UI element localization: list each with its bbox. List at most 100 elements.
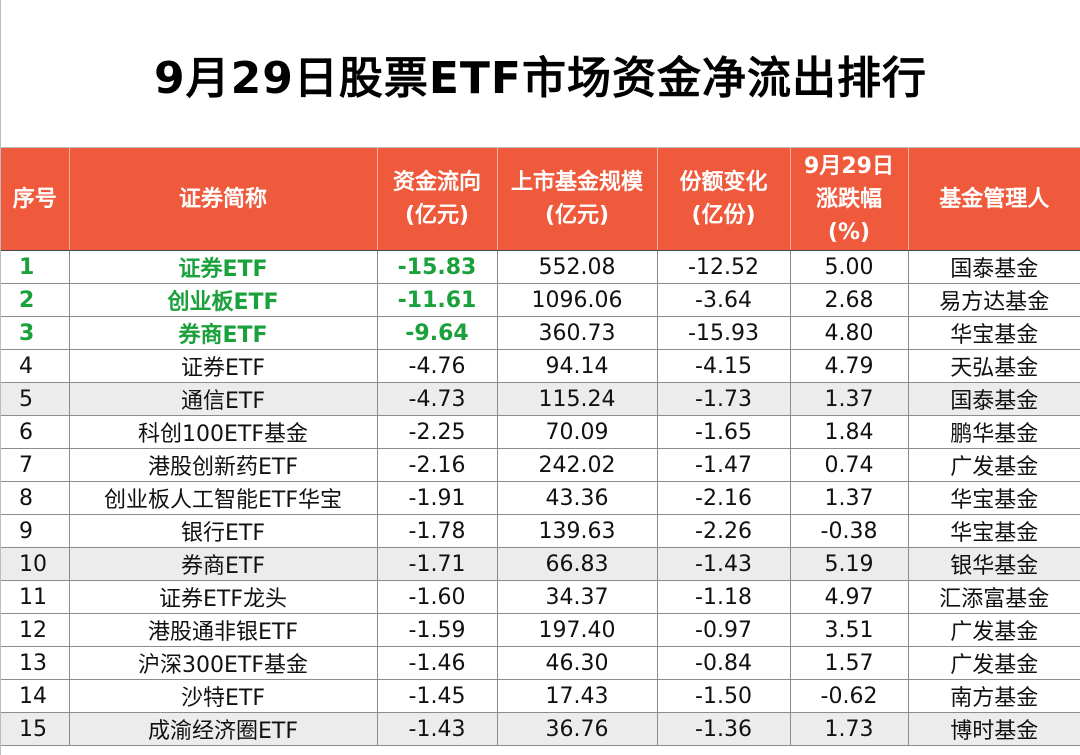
flow-cell: -1.71 [377,547,498,581]
price-change-cell: 1.37 [790,382,909,416]
price-change-cell: 5.19 [790,547,909,581]
scale-cell: 36.76 [497,712,658,746]
share-change-cell: -0.97 [657,613,791,647]
table-row: 8 创业板人工智能ETF华宝 -1.91 43.36 -2.16 1.37 华宝基金 [1,481,1080,515]
table-row: 2 创业板ETF -11.61 1096.06 -3.64 2.68 易方达基金 [1,283,1080,317]
price-change-cell: 1.73 [790,712,909,746]
price-change-cell: 4.79 [790,349,909,383]
manager-cell: 广发基金 [908,613,1080,647]
manager-cell: 天弘基金 [908,349,1080,383]
rank-cell: 14 [1,679,70,713]
table-row: 4 证券ETF -4.76 94.14 -4.15 4.79 天弘基金 [1,349,1080,383]
price-change-cell: 0.74 [790,448,909,482]
scale-cell: 70.09 [497,415,658,449]
rank-cell: 1 [1,250,70,284]
table-row: 3 券商ETF -9.64 360.73 -15.93 4.80 华宝基金 [1,316,1080,350]
rank-cell: 15 [1,712,70,746]
header-rank: 序号 [1,148,70,251]
rank-cell: 8 [1,481,70,515]
share-change-cell: -0.84 [657,646,791,680]
scale-cell: 46.30 [497,646,658,680]
share-change-cell: -1.47 [657,448,791,482]
table-row: 9 银行ETF -1.78 139.63 -2.26 -0.38 华宝基金 [1,514,1080,548]
manager-cell: 南方基金 [908,679,1080,713]
flow-cell: -2.25 [377,415,498,449]
table-row: 12 港股通非银ETF -1.59 197.40 -0.97 3.51 广发基金 [1,613,1080,647]
name-cell: 券商ETF [69,316,378,350]
share-change-cell: -2.16 [657,481,791,515]
rank-cell: 11 [1,580,70,614]
flow-cell: -4.76 [377,349,498,383]
name-cell: 科创100ETF基金 [69,415,378,449]
header-name: 证券简称 [69,148,378,251]
name-cell: 券商ETF [69,547,378,581]
rank-cell: 6 [1,415,70,449]
etf-outflow-table: 序号 证券简称 资金流向 (亿元) 上市基金规模 (亿元) 份额变化 (亿份) [1,148,1080,746]
scale-cell: 552.08 [497,250,658,284]
table-row: 10 券商ETF -1.71 66.83 -1.43 5.19 银华基金 [1,547,1080,581]
price-change-cell: 1.57 [790,646,909,680]
table-row: 13 沪深300ETF基金 -1.46 46.30 -0.84 1.57 广发基金 [1,646,1080,680]
flow-cell: -1.60 [377,580,498,614]
rank-cell: 12 [1,613,70,647]
rank-cell: 9 [1,514,70,548]
table-row: 15 成渝经济圈ETF -1.43 36.76 -1.36 1.73 博时基金 [1,712,1080,746]
name-cell: 沪深300ETF基金 [69,646,378,680]
manager-cell: 华宝基金 [908,514,1080,548]
price-change-cell: -0.38 [790,514,909,548]
name-cell: 创业板人工智能ETF华宝 [69,481,378,515]
price-change-cell: 1.84 [790,415,909,449]
name-cell: 港股创新药ETF [69,448,378,482]
table-row: 1 证券ETF -15.83 552.08 -12.52 5.00 国泰基金 [1,250,1080,284]
price-change-cell: 4.80 [790,316,909,350]
price-change-cell: 1.37 [790,481,909,515]
scale-cell: 43.36 [497,481,658,515]
share-change-cell: -15.93 [657,316,791,350]
scale-cell: 115.24 [497,382,658,416]
share-change-cell: -1.65 [657,415,791,449]
manager-cell: 广发基金 [908,646,1080,680]
header-manager: 基金管理人 [908,148,1080,251]
flow-cell: -1.43 [377,712,498,746]
price-change-cell: 2.68 [790,283,909,317]
header-scale: 上市基金规模 (亿元) [497,148,658,251]
header-price-change: 9月29日 涨跌幅 (%) [790,148,909,251]
scale-cell: 1096.06 [497,283,658,317]
price-change-cell: 5.00 [790,250,909,284]
flow-cell: -1.91 [377,481,498,515]
share-change-cell: -4.15 [657,349,791,383]
name-cell: 成渝经济圈ETF [69,712,378,746]
manager-cell: 鹏华基金 [908,415,1080,449]
name-cell: 银行ETF [69,514,378,548]
share-change-cell: -12.52 [657,250,791,284]
share-change-cell: -2.26 [657,514,791,548]
name-cell: 港股通非银ETF [69,613,378,647]
name-cell: 证券ETF龙头 [69,580,378,614]
scale-cell: 94.14 [497,349,658,383]
manager-cell: 广发基金 [908,448,1080,482]
rank-cell: 2 [1,283,70,317]
rank-cell: 5 [1,382,70,416]
manager-cell: 博时基金 [908,712,1080,746]
scale-cell: 197.40 [497,613,658,647]
share-change-cell: -1.50 [657,679,791,713]
flow-cell: -9.64 [377,316,498,350]
scale-cell: 242.02 [497,448,658,482]
name-cell: 通信ETF [69,382,378,416]
name-cell: 证券ETF [69,250,378,284]
flow-cell: -4.73 [377,382,498,416]
flow-cell: -15.83 [377,250,498,284]
scale-cell: 139.63 [497,514,658,548]
manager-cell: 易方达基金 [908,283,1080,317]
manager-cell: 华宝基金 [908,481,1080,515]
table-row: 11 证券ETF龙头 -1.60 34.37 -1.18 4.97 汇添富基金 [1,580,1080,614]
flow-cell: -11.61 [377,283,498,317]
flow-cell: -1.45 [377,679,498,713]
share-change-cell: -1.73 [657,382,791,416]
share-change-cell: -3.64 [657,283,791,317]
scale-cell: 66.83 [497,547,658,581]
manager-cell: 华宝基金 [908,316,1080,350]
table-row: 7 港股创新药ETF -2.16 242.02 -1.47 0.74 广发基金 [1,448,1080,482]
name-cell: 沙特ETF [69,679,378,713]
